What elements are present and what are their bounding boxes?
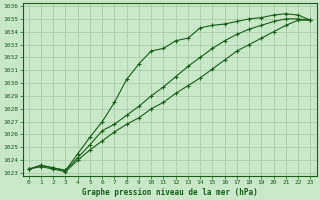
X-axis label: Graphe pression niveau de la mer (hPa): Graphe pression niveau de la mer (hPa) <box>82 188 258 197</box>
